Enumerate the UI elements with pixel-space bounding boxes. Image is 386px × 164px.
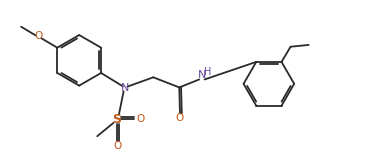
Text: O: O bbox=[34, 31, 42, 41]
Text: H: H bbox=[205, 67, 212, 77]
Text: O: O bbox=[137, 114, 145, 124]
Text: N: N bbox=[121, 83, 129, 93]
Text: N: N bbox=[198, 70, 206, 80]
Text: S: S bbox=[113, 113, 122, 126]
Text: O: O bbox=[176, 113, 184, 123]
Text: O: O bbox=[113, 141, 121, 151]
